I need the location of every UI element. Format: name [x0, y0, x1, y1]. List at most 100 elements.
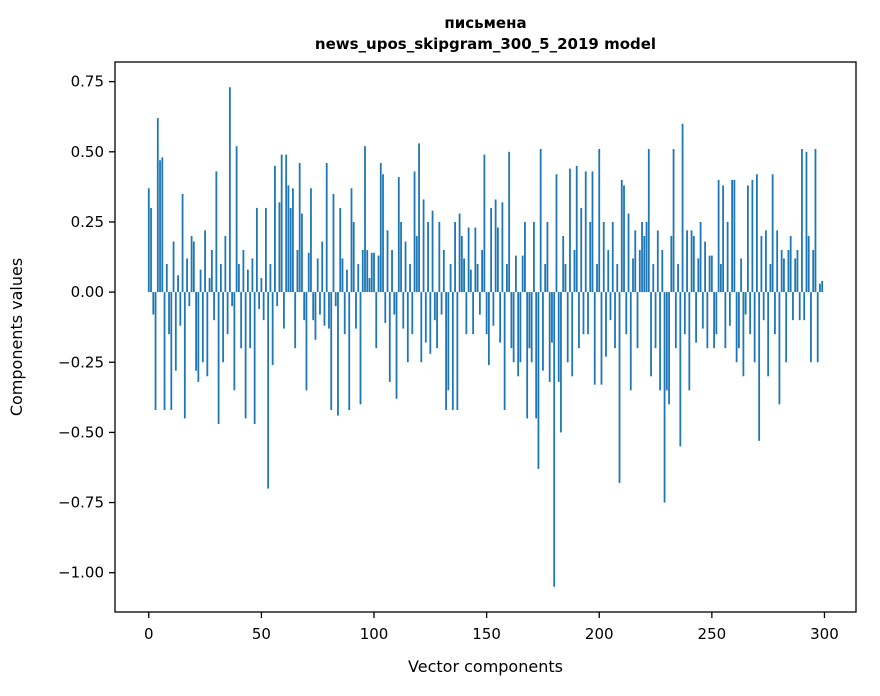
bar: [458, 213, 461, 293]
bar: [161, 157, 164, 293]
bar: [192, 241, 195, 293]
bar: [753, 292, 756, 363]
bar: [548, 292, 551, 382]
bar: [814, 148, 817, 293]
bar: [289, 207, 292, 293]
bar: [636, 292, 639, 349]
bar: [688, 292, 691, 391]
bar: [726, 221, 729, 293]
bar: [571, 292, 574, 377]
bar: [325, 163, 328, 293]
bar: [803, 292, 806, 321]
bar: [429, 292, 432, 354]
bar: [467, 227, 470, 293]
bar: [183, 292, 186, 419]
bar: [674, 292, 677, 349]
bar: [388, 292, 391, 382]
bar: [821, 280, 824, 293]
bar: [521, 255, 524, 293]
bar: [249, 292, 252, 349]
bar: [756, 174, 758, 293]
bar: [605, 292, 607, 357]
bar: [659, 292, 661, 391]
bar: [478, 292, 481, 315]
y-tick-label: 0.50: [71, 143, 104, 161]
bar: [152, 292, 155, 315]
bar: [406, 292, 409, 363]
bar: [796, 250, 799, 293]
bar: [197, 292, 200, 382]
bar: [776, 230, 779, 293]
bar: [319, 292, 321, 315]
bar: [580, 207, 583, 293]
bar: [413, 171, 416, 293]
bar: [361, 250, 364, 293]
bar: [228, 87, 231, 293]
bar: [213, 292, 215, 321]
bar: [301, 213, 303, 293]
x-tick-label: 150: [472, 625, 501, 643]
bar: [343, 292, 346, 335]
bar: [199, 269, 202, 293]
bar: [632, 258, 634, 293]
bar: [415, 235, 418, 293]
bar: [501, 202, 504, 293]
bar: [172, 241, 175, 293]
bar: [323, 292, 326, 326]
bar: [244, 292, 247, 419]
bar: [638, 250, 641, 293]
bar: [647, 148, 650, 293]
bar: [278, 202, 281, 293]
bar: [578, 292, 580, 349]
bar: [382, 174, 384, 293]
bar: [710, 255, 713, 293]
bar: [551, 292, 553, 343]
bar: [226, 292, 229, 335]
bar: [787, 250, 790, 293]
bar: [379, 163, 382, 293]
bar: [769, 264, 772, 293]
bar: [267, 292, 270, 489]
bar: [654, 292, 657, 349]
bar: [810, 292, 812, 363]
bar: [663, 292, 666, 503]
bar: [611, 221, 614, 293]
bar: [305, 292, 308, 391]
bar: [512, 292, 515, 363]
bar: [357, 264, 360, 293]
bar: [731, 179, 734, 293]
y-tick-label: 0.25: [71, 213, 104, 231]
bar: [294, 292, 297, 349]
bar: [816, 292, 819, 363]
bar: [665, 292, 668, 391]
bar: [165, 264, 168, 293]
bar: [233, 292, 236, 391]
bar: [224, 235, 227, 293]
bar: [296, 250, 299, 293]
bar: [469, 269, 472, 293]
chart-subtitle: news_upos_skipgram_300_5_2019 model: [315, 35, 656, 53]
x-tick-label: 100: [360, 625, 389, 643]
bar: [722, 185, 725, 293]
bar: [393, 292, 396, 315]
bar: [616, 264, 619, 293]
bar: [463, 258, 465, 293]
bar: [593, 292, 596, 385]
bar: [713, 292, 716, 349]
bar: [332, 193, 335, 293]
bar: [391, 250, 393, 293]
bar: [528, 292, 531, 349]
bar: [515, 255, 517, 293]
bar: [181, 193, 184, 293]
bar: [812, 250, 815, 293]
bar: [402, 292, 405, 329]
bar: [792, 292, 794, 321]
bar: [490, 207, 493, 293]
bar: [237, 264, 240, 293]
bar: [190, 235, 193, 293]
bar: [690, 230, 693, 293]
bar: [188, 292, 191, 307]
bar: [524, 221, 526, 293]
bar: [465, 292, 468, 335]
bar: [789, 235, 792, 293]
